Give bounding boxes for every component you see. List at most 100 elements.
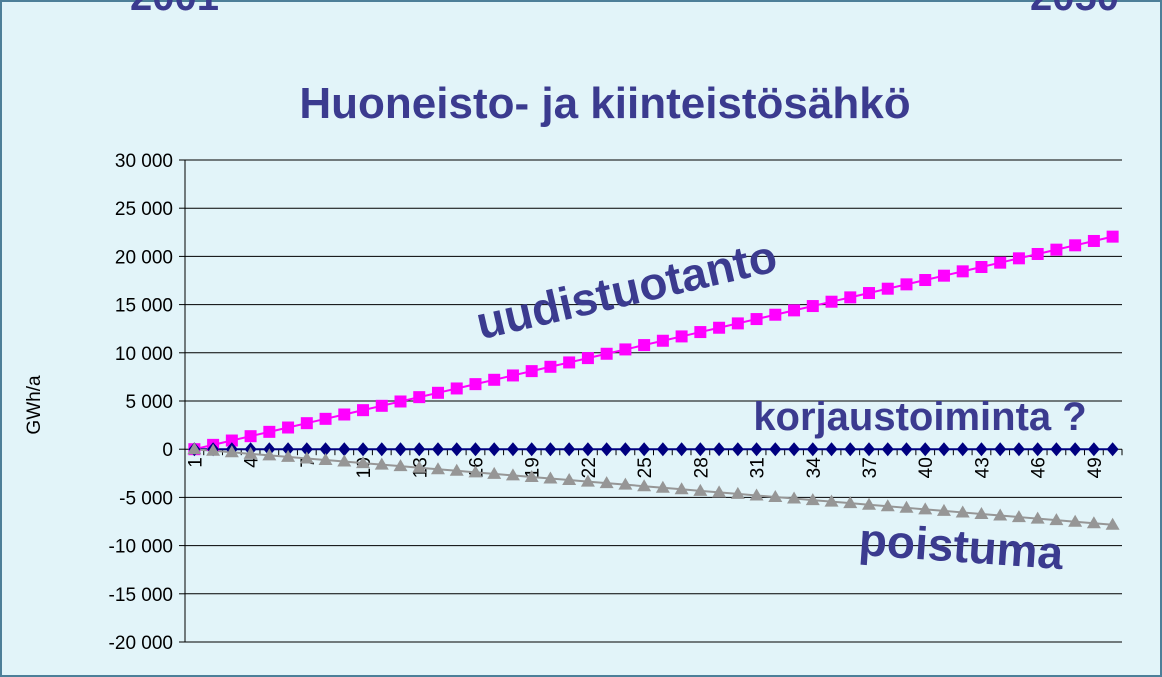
point bbox=[357, 404, 370, 417]
point bbox=[787, 491, 802, 504]
point bbox=[282, 421, 295, 434]
point bbox=[1106, 230, 1119, 243]
point bbox=[413, 391, 426, 404]
x-tick-label: 1 bbox=[185, 457, 206, 468]
x-tick-label: 19 bbox=[523, 457, 544, 478]
point bbox=[543, 471, 558, 484]
point bbox=[768, 490, 783, 503]
point bbox=[731, 442, 744, 457]
y-tick-label: -20 000 bbox=[109, 633, 173, 654]
point bbox=[300, 417, 313, 430]
y-tick-label: -15 000 bbox=[109, 585, 173, 606]
point bbox=[1049, 513, 1064, 526]
point bbox=[656, 442, 669, 457]
point bbox=[263, 425, 276, 438]
point bbox=[619, 442, 632, 457]
point bbox=[282, 442, 295, 457]
point bbox=[581, 352, 594, 365]
point bbox=[880, 499, 895, 512]
point bbox=[694, 442, 707, 457]
point bbox=[619, 343, 632, 356]
series-annotation: korjaustoiminta ? bbox=[753, 395, 1086, 439]
point bbox=[731, 317, 744, 330]
point bbox=[825, 442, 838, 457]
point bbox=[244, 430, 257, 443]
point bbox=[788, 442, 801, 457]
point bbox=[844, 442, 857, 457]
x-tick-label: 4 bbox=[242, 457, 263, 468]
point bbox=[357, 442, 370, 457]
point bbox=[299, 451, 314, 464]
point bbox=[900, 278, 913, 291]
point bbox=[487, 466, 502, 479]
point bbox=[319, 442, 332, 457]
point bbox=[806, 442, 819, 457]
point bbox=[994, 256, 1007, 269]
point bbox=[1105, 517, 1120, 530]
point bbox=[337, 454, 352, 467]
chart-title: Huoneisto- ja kiinteistösähkö bbox=[299, 79, 910, 128]
point bbox=[281, 449, 296, 462]
point bbox=[863, 442, 876, 457]
point bbox=[488, 442, 501, 457]
y-tick-label: 5 000 bbox=[125, 392, 173, 413]
point bbox=[580, 474, 595, 487]
point bbox=[730, 486, 745, 499]
y-tick-label: 15 000 bbox=[115, 296, 173, 317]
point bbox=[769, 308, 782, 321]
point bbox=[375, 442, 388, 457]
point bbox=[693, 483, 708, 496]
point bbox=[862, 497, 877, 510]
point bbox=[488, 373, 501, 386]
point bbox=[544, 442, 557, 457]
point bbox=[675, 330, 688, 343]
point bbox=[505, 468, 520, 481]
point bbox=[525, 442, 538, 457]
x-tick-label: 49 bbox=[1085, 457, 1106, 478]
point bbox=[881, 282, 894, 295]
y-tick-label: 10 000 bbox=[115, 344, 173, 365]
point bbox=[562, 473, 577, 486]
point bbox=[919, 274, 932, 287]
point bbox=[450, 382, 463, 395]
point bbox=[225, 434, 238, 447]
point bbox=[1069, 239, 1082, 252]
point bbox=[1030, 511, 1045, 524]
point bbox=[805, 493, 820, 506]
point bbox=[412, 460, 427, 473]
point bbox=[224, 445, 239, 458]
point bbox=[1086, 516, 1101, 529]
point bbox=[1012, 252, 1025, 265]
x-tick-label: 31 bbox=[748, 457, 769, 478]
header-left: 2001 bbox=[130, 0, 219, 19]
point bbox=[955, 505, 970, 518]
x-tick-label: 43 bbox=[972, 457, 993, 478]
y-tick-label: 0 bbox=[162, 440, 173, 461]
point bbox=[936, 503, 951, 516]
point bbox=[581, 442, 594, 457]
point bbox=[599, 476, 614, 489]
point bbox=[450, 442, 463, 457]
x-tick-label: 37 bbox=[860, 457, 881, 478]
x-tick-label: 28 bbox=[691, 457, 712, 478]
point bbox=[937, 269, 950, 282]
point bbox=[750, 442, 763, 457]
header-right: 2050 bbox=[1030, 0, 1119, 19]
y-tick-label: 30 000 bbox=[115, 151, 173, 172]
point bbox=[338, 408, 351, 421]
point bbox=[749, 488, 764, 501]
point bbox=[469, 442, 482, 457]
point bbox=[563, 442, 576, 457]
point bbox=[806, 300, 819, 313]
point bbox=[863, 287, 876, 300]
point bbox=[431, 386, 444, 399]
point bbox=[918, 502, 933, 515]
point bbox=[656, 334, 669, 347]
point bbox=[637, 479, 652, 492]
point bbox=[674, 482, 689, 495]
point bbox=[393, 459, 408, 472]
point bbox=[319, 412, 332, 425]
